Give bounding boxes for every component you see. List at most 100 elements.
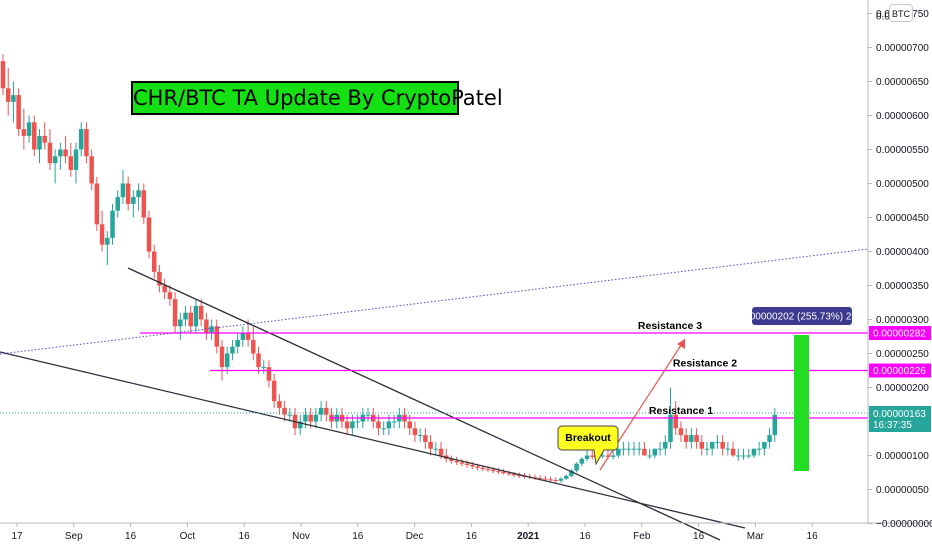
candle-body — [251, 339, 256, 354]
candle-body — [37, 135, 42, 150]
candle-body — [355, 421, 360, 423]
candle-body — [63, 149, 68, 157]
candle-body — [245, 333, 251, 340]
candle-body — [381, 428, 386, 430]
candle-body — [350, 421, 355, 429]
candle-body — [600, 455, 605, 457]
currency-badge[interactable]: BTC — [889, 4, 913, 22]
candle-body — [151, 251, 157, 272]
candle-body — [11, 95, 16, 102]
candle-body — [683, 435, 689, 442]
candle-body — [84, 129, 89, 157]
x-tick-label: 17 — [11, 531, 23, 542]
candle-body — [167, 292, 173, 300]
candle-body — [553, 479, 559, 481]
candle-body — [751, 448, 757, 456]
candle-body — [73, 149, 79, 170]
candle-body — [235, 339, 240, 347]
candle-body — [136, 190, 141, 198]
x-tick-label: 16 — [693, 531, 705, 542]
candle-body — [209, 326, 214, 334]
candle-body — [470, 465, 475, 467]
candle-body — [224, 353, 230, 368]
candle-body — [240, 333, 246, 340]
candle-body — [438, 448, 444, 456]
y-tick-label: 0.00000450 — [876, 213, 929, 224]
candle-body — [89, 156, 94, 184]
candle-body — [767, 435, 772, 442]
candle-body — [725, 448, 731, 450]
candle-body — [506, 473, 512, 475]
last-price-label: 0.00000163 — [873, 409, 926, 420]
measure-label: 0.00000202 (255.73%) 202 — [741, 312, 863, 323]
x-tick-label: 16 — [125, 531, 137, 542]
candle-body — [631, 448, 637, 450]
candle-body — [574, 463, 579, 471]
candle-body — [204, 319, 209, 334]
candle-body — [146, 217, 152, 252]
breakout-label: Breakout — [565, 432, 611, 444]
candle-body — [386, 421, 392, 429]
x-tick-label: 2021 — [517, 531, 540, 542]
candle-body — [605, 455, 611, 457]
candle-body — [704, 448, 710, 450]
candle-body — [626, 448, 632, 450]
y-tick-label: 0.00000300 — [876, 315, 929, 326]
x-tick-label: Oct — [180, 531, 196, 542]
x-tick-label: Mar — [747, 531, 765, 542]
resistance-label: Resistance 2 — [673, 358, 737, 370]
candle-body — [183, 312, 188, 320]
candle-body — [694, 435, 699, 442]
candle-body — [94, 183, 100, 225]
candle-body — [141, 190, 147, 218]
candle-body — [652, 448, 658, 456]
last-price-tag — [869, 406, 931, 432]
x-tick-label: 16 — [239, 531, 251, 542]
candle-body — [543, 478, 548, 480]
wedge-lower-line — [0, 351, 746, 529]
candle-body — [709, 441, 715, 449]
candle-body — [58, 149, 63, 157]
y-tick-label: 0.00000350 — [876, 281, 929, 292]
y-tick-label: 0.00000650 — [876, 77, 929, 88]
breakout-callout — [557, 425, 619, 466]
candle-body — [26, 122, 32, 136]
candle-body — [261, 367, 266, 369]
candle-body — [433, 448, 439, 450]
candle-body — [157, 271, 162, 286]
price-tag-label: 0.00000226 — [873, 366, 926, 377]
candle-body — [125, 183, 131, 204]
candle-body — [266, 367, 272, 381]
candle-body — [344, 421, 350, 429]
y-tick-label: 0.00000400 — [876, 247, 929, 258]
candle-body — [730, 448, 736, 456]
candle-body — [313, 414, 319, 422]
candle-body — [47, 142, 53, 164]
candle-body — [689, 435, 694, 442]
x-tick-label: Nov — [292, 531, 310, 542]
candle-body — [178, 319, 183, 327]
y-tick-label: 0.00000050 — [876, 485, 929, 496]
candle-body — [282, 407, 287, 415]
candle-body — [485, 469, 491, 471]
candle-body — [668, 414, 673, 442]
candle-body — [271, 380, 277, 402]
candle-body — [115, 197, 120, 211]
candle-body — [303, 414, 308, 422]
y-tick-label: 0.00000200 — [876, 383, 929, 394]
y-tick-label: −0.00000000 — [876, 519, 932, 530]
candle-body — [193, 305, 199, 327]
rising-trendline — [0, 248, 869, 355]
candle-body — [459, 462, 465, 464]
candle-body — [454, 460, 459, 463]
candle-body — [584, 455, 590, 459]
candle-body — [636, 448, 642, 450]
candle-body — [32, 122, 37, 150]
candle-body — [230, 346, 235, 354]
resistance-label: Resistance 1 — [649, 405, 713, 417]
candle-body — [511, 473, 517, 476]
candle-body — [423, 435, 428, 442]
candle-body — [480, 467, 486, 470]
